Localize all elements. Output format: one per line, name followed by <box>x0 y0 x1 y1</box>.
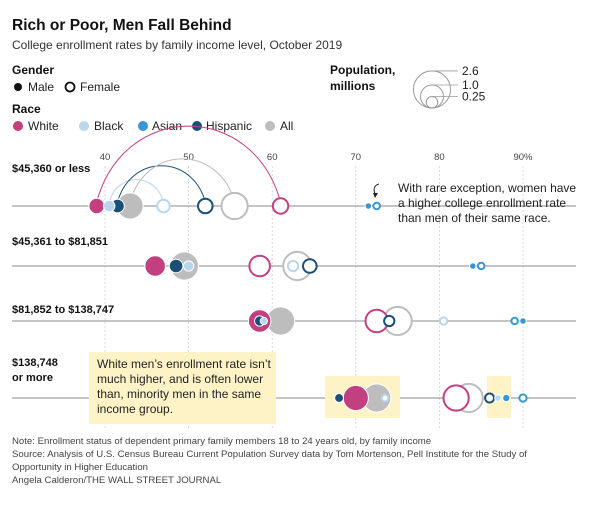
footer-credit: Angela Calderon/THE WALL STREET JOURNAL <box>12 475 222 486</box>
x-tick-label-3: 70 <box>351 152 362 163</box>
bubble-2-male-black <box>259 316 268 326</box>
bubble-1-male-asian <box>469 262 477 270</box>
legend-asian-swatch <box>138 121 148 131</box>
bubble-1-male-black <box>182 260 195 272</box>
bubble-1-male-hispanic <box>168 258 184 274</box>
bubble-0-female-asian <box>372 201 381 211</box>
bubble-0-male-asian <box>364 202 373 210</box>
arc-all <box>129 158 236 203</box>
legend-hispanic-label: Hispanic <box>206 119 252 133</box>
bubble-2-female-hispanic <box>383 314 396 328</box>
bubble-3-female-asian <box>518 393 528 403</box>
male-female-arcs <box>96 125 282 203</box>
footer-source-line1: Source: Analysis of U.S. Census Bureau C… <box>12 449 527 460</box>
annotation-rare-exception-line2: a higher college enrollment rate <box>398 196 566 210</box>
bubble-3-female-hispanic <box>484 392 496 404</box>
chart-title: Rich or Poor, Men Fall Behind <box>12 17 232 34</box>
annotation-rare-exception-line1: With rare exception, women have <box>398 181 576 195</box>
footer-note: Note: Enrollment status of dependent pri… <box>12 436 431 447</box>
legend-all-label: All <box>280 119 293 133</box>
bubble-0-female-white <box>271 197 290 215</box>
bubble-3-male-white <box>342 384 369 412</box>
row-label-2-0: $81,852 to $138,747 <box>12 304 114 316</box>
row-label-3-1: or more <box>12 372 53 384</box>
annotation-white-men-line1: White men’s enrollment rate isn’t <box>97 357 272 371</box>
bubble-3-female-black <box>380 393 390 403</box>
legend-male-marker <box>14 83 22 91</box>
bubble-0-female-black <box>156 198 171 214</box>
legend-gender-title: Gender <box>12 63 54 77</box>
arc-black <box>108 179 165 203</box>
x-tick-label-1: 50 <box>183 152 194 163</box>
legend-female-marker <box>64 81 76 93</box>
bubble-1-female-black <box>286 259 300 273</box>
arc-hispanic <box>117 165 206 203</box>
footer-source-line2: Opportunity in Higher Education <box>12 462 148 473</box>
legend-white-label: White <box>28 119 59 133</box>
size-legend-label-1: 1.0 <box>462 78 479 92</box>
bubble-0-male-white <box>88 197 105 215</box>
bubble-2-female-black <box>438 316 449 326</box>
annotation-white-men-line2: much higher, and is often lower <box>97 372 263 386</box>
legend-population-unit: millions <box>330 79 376 93</box>
annotation-box <box>89 352 276 424</box>
annotation-white-men-line4: income group. <box>97 402 173 416</box>
bubble-1-female-asian <box>476 261 486 271</box>
bubble-2-male-asian <box>519 317 527 325</box>
x-tick-label-4: 80 <box>434 152 445 163</box>
legend-asian-label: Asian <box>152 119 182 133</box>
size-legend-circle-0 <box>412 70 452 109</box>
annotation-arrow <box>373 183 380 195</box>
population-size-legend: 2.61.00.25 <box>412 64 486 109</box>
legend-male-label: Male <box>28 80 54 94</box>
bubble-3-female-white <box>442 384 470 412</box>
data-bubbles <box>88 191 528 414</box>
size-legend-label-2: 0.25 <box>462 90 486 104</box>
arc-white <box>96 125 282 203</box>
legend-black-swatch <box>79 121 89 131</box>
x-tick-label-0: 40 <box>100 152 111 163</box>
legend-female-label: Female <box>80 80 120 94</box>
bubble-3-male-black <box>494 394 502 402</box>
bubble-1-male-white <box>144 255 166 277</box>
legend-race-title: Race <box>12 102 41 116</box>
annotation-rare-exception-line3: than men of their same race. <box>398 211 551 225</box>
row-label-3-0: $138,748 <box>12 357 58 369</box>
legend-black-label: Black <box>94 119 124 133</box>
x-tick-label-5: 90% <box>513 152 533 163</box>
row-label-1-0: $45,361 to $81,851 <box>12 236 108 248</box>
chart-subtitle: College enrollment rates by family incom… <box>12 38 342 52</box>
bubble-2-female-asian <box>510 316 519 326</box>
bubble-1-female-white <box>248 254 271 278</box>
size-legend-label-0: 2.6 <box>462 64 479 78</box>
bubble-3-male-asian <box>502 393 511 403</box>
bubble-0-male-black <box>102 199 116 213</box>
bubble-0-female-all <box>220 191 249 221</box>
annotation-white-men-line3: than, minority men in the same <box>97 387 261 401</box>
bubble-3-male-hispanic <box>334 393 345 403</box>
legend-white-swatch <box>13 121 23 131</box>
bubble-1-female-hispanic <box>302 258 318 274</box>
legend-all-swatch <box>265 121 275 131</box>
x-tick-label-2: 60 <box>267 152 278 163</box>
row-label-0-0: $45,360 or less <box>12 163 90 175</box>
size-legend-circle-2 <box>425 96 439 109</box>
legend-population-title: Population, <box>330 63 395 77</box>
bubble-0-female-hispanic <box>197 197 214 215</box>
annotation-arrowhead <box>373 193 378 198</box>
